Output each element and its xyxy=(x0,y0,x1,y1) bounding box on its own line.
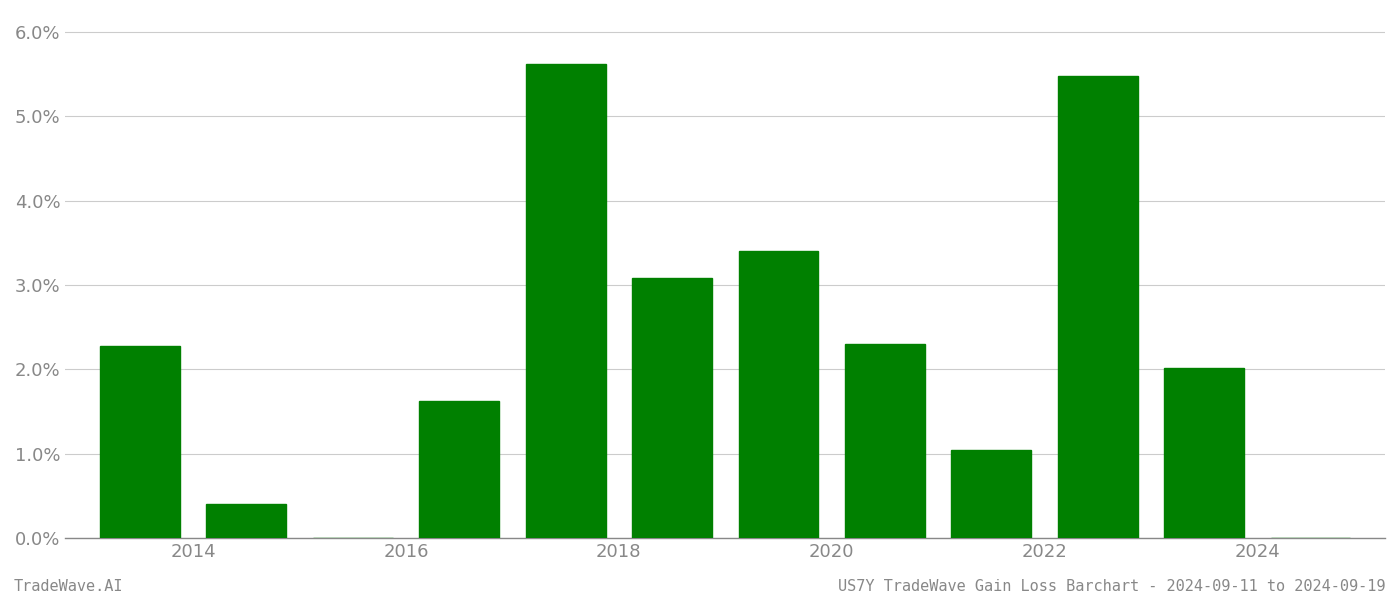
Bar xyxy=(1165,368,1245,538)
Text: US7Y TradeWave Gain Loss Barchart - 2024-09-11 to 2024-09-19: US7Y TradeWave Gain Loss Barchart - 2024… xyxy=(839,579,1386,594)
Bar xyxy=(633,278,713,538)
Bar xyxy=(420,401,500,538)
Bar xyxy=(99,346,179,538)
Bar xyxy=(739,251,819,538)
Bar xyxy=(1058,76,1138,538)
Bar xyxy=(846,344,925,538)
Text: TradeWave.AI: TradeWave.AI xyxy=(14,579,123,594)
Bar xyxy=(952,449,1032,538)
Bar xyxy=(206,505,286,538)
Bar xyxy=(526,64,606,538)
